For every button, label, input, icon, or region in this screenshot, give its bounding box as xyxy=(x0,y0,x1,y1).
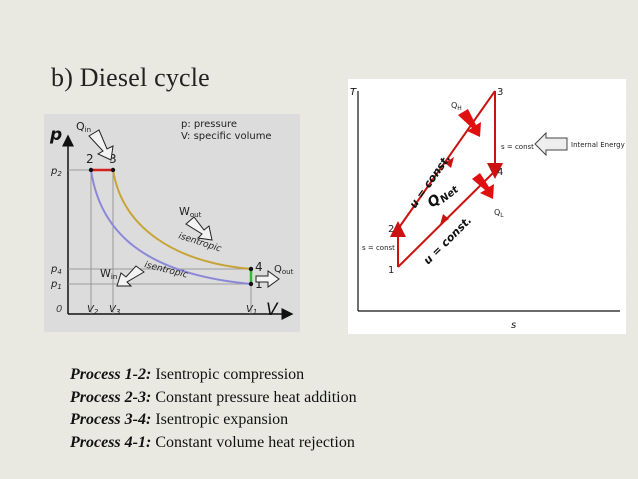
pv-point-1-label: 1 xyxy=(255,277,263,291)
ts-x-axis-label: s xyxy=(511,320,516,331)
ts-qh-label: QH xyxy=(451,101,462,112)
pv-point-1-dot xyxy=(248,281,254,287)
pv-w-in-label: Win xyxy=(100,267,117,281)
ts-point-4-label: 4 xyxy=(497,167,503,178)
process-description: Constant pressure heat addition xyxy=(155,388,357,406)
ts-arrow-2-3 xyxy=(445,157,454,168)
ts-internal-energy-arrow xyxy=(534,131,568,157)
pv-point-3-dot xyxy=(110,167,116,173)
pv-p4-label: p4 xyxy=(50,264,62,276)
ts-internal-energy-label: Internal Energy xyxy=(571,141,625,149)
ts-arrow-4-1 xyxy=(440,214,449,225)
pv-v1-label: V1 xyxy=(246,304,257,316)
process-description: Isentropic compression xyxy=(155,366,305,383)
pv-q-in-arrow xyxy=(88,129,114,161)
pv-legend-pressure: p: pressure xyxy=(181,119,237,130)
pv-p2-label: p2 xyxy=(50,166,62,178)
pv-legend-volume: V: specific volume xyxy=(181,131,272,142)
pv-diagram: p V 0 p: pressure V: specific volume 2 3… xyxy=(44,114,300,332)
process-name: Process 1-2: xyxy=(70,366,152,383)
pv-y-axis-label: p xyxy=(49,125,62,145)
process-list: Process 1-2: Isentropic compression Proc… xyxy=(70,364,357,454)
pv-q-in-label: Qin xyxy=(76,120,91,134)
process-name: Process 3-4: xyxy=(70,411,152,428)
ts-s-const-right-label: s = const xyxy=(501,143,534,151)
pv-isentropic-lower-label: isentropic xyxy=(143,260,188,280)
pv-w-in-arrow xyxy=(116,265,145,287)
pv-isentropic-upper-label: isentropic xyxy=(177,231,222,254)
ts-point-1-label: 1 xyxy=(388,265,394,276)
pv-w-out-arrow xyxy=(185,216,213,241)
process-name: Process 2-3: xyxy=(70,388,152,406)
pv-point-2-dot xyxy=(88,167,94,173)
pv-q-out-label: Qout xyxy=(274,264,294,276)
pv-q-out-arrow xyxy=(255,270,280,288)
ts-qh-arrow xyxy=(458,109,481,137)
pv-v3-label: V3 xyxy=(109,304,120,316)
slide-title: b) Diesel cycle xyxy=(51,63,210,92)
pv-point-3-label: 3 xyxy=(109,152,117,166)
pv-compression-curve xyxy=(90,169,252,285)
ts-point-2-label: 2 xyxy=(388,224,394,235)
pv-x-axis-label: V xyxy=(266,300,279,320)
ts-ql-label: QL xyxy=(494,208,504,219)
process-line: Process 4-1: Constant volume heat reject… xyxy=(70,432,357,455)
ts-ql-arrow xyxy=(472,173,494,199)
pv-origin-label: 0 xyxy=(56,304,62,315)
process-name: Process 4-1: xyxy=(70,433,152,451)
ts-s-const-left-label: s = const xyxy=(362,244,395,252)
ts-y-axis-label: T xyxy=(350,87,357,98)
ts-point-3-label: 3 xyxy=(497,87,503,98)
process-line: Process 1-2: Isentropic compression xyxy=(70,364,357,387)
pv-v2-label: V2 xyxy=(87,304,99,316)
process-line: Process 3-4: Isentropic expansion xyxy=(70,409,357,432)
process-description: Isentropic expansion xyxy=(155,411,289,428)
ts-u-const-lower-label: u = const. xyxy=(421,214,474,267)
process-line: Process 2-3: Constant pressure heat addi… xyxy=(70,387,357,410)
pv-point-2-label: 2 xyxy=(86,152,94,166)
pv-point-4-label: 4 xyxy=(255,260,263,274)
pv-point-4-dot xyxy=(248,266,254,272)
ts-diagram: T s 1 2 3 4 u = const. u = const. QNet s… xyxy=(348,79,626,334)
pv-p1-label: p1 xyxy=(50,279,62,291)
pv-expansion-curve xyxy=(112,169,252,270)
pv-w-out-label: Wout xyxy=(179,205,202,219)
process-description: Constant volume heat rejection xyxy=(155,433,355,451)
ts-process-2-3 xyxy=(397,90,496,230)
